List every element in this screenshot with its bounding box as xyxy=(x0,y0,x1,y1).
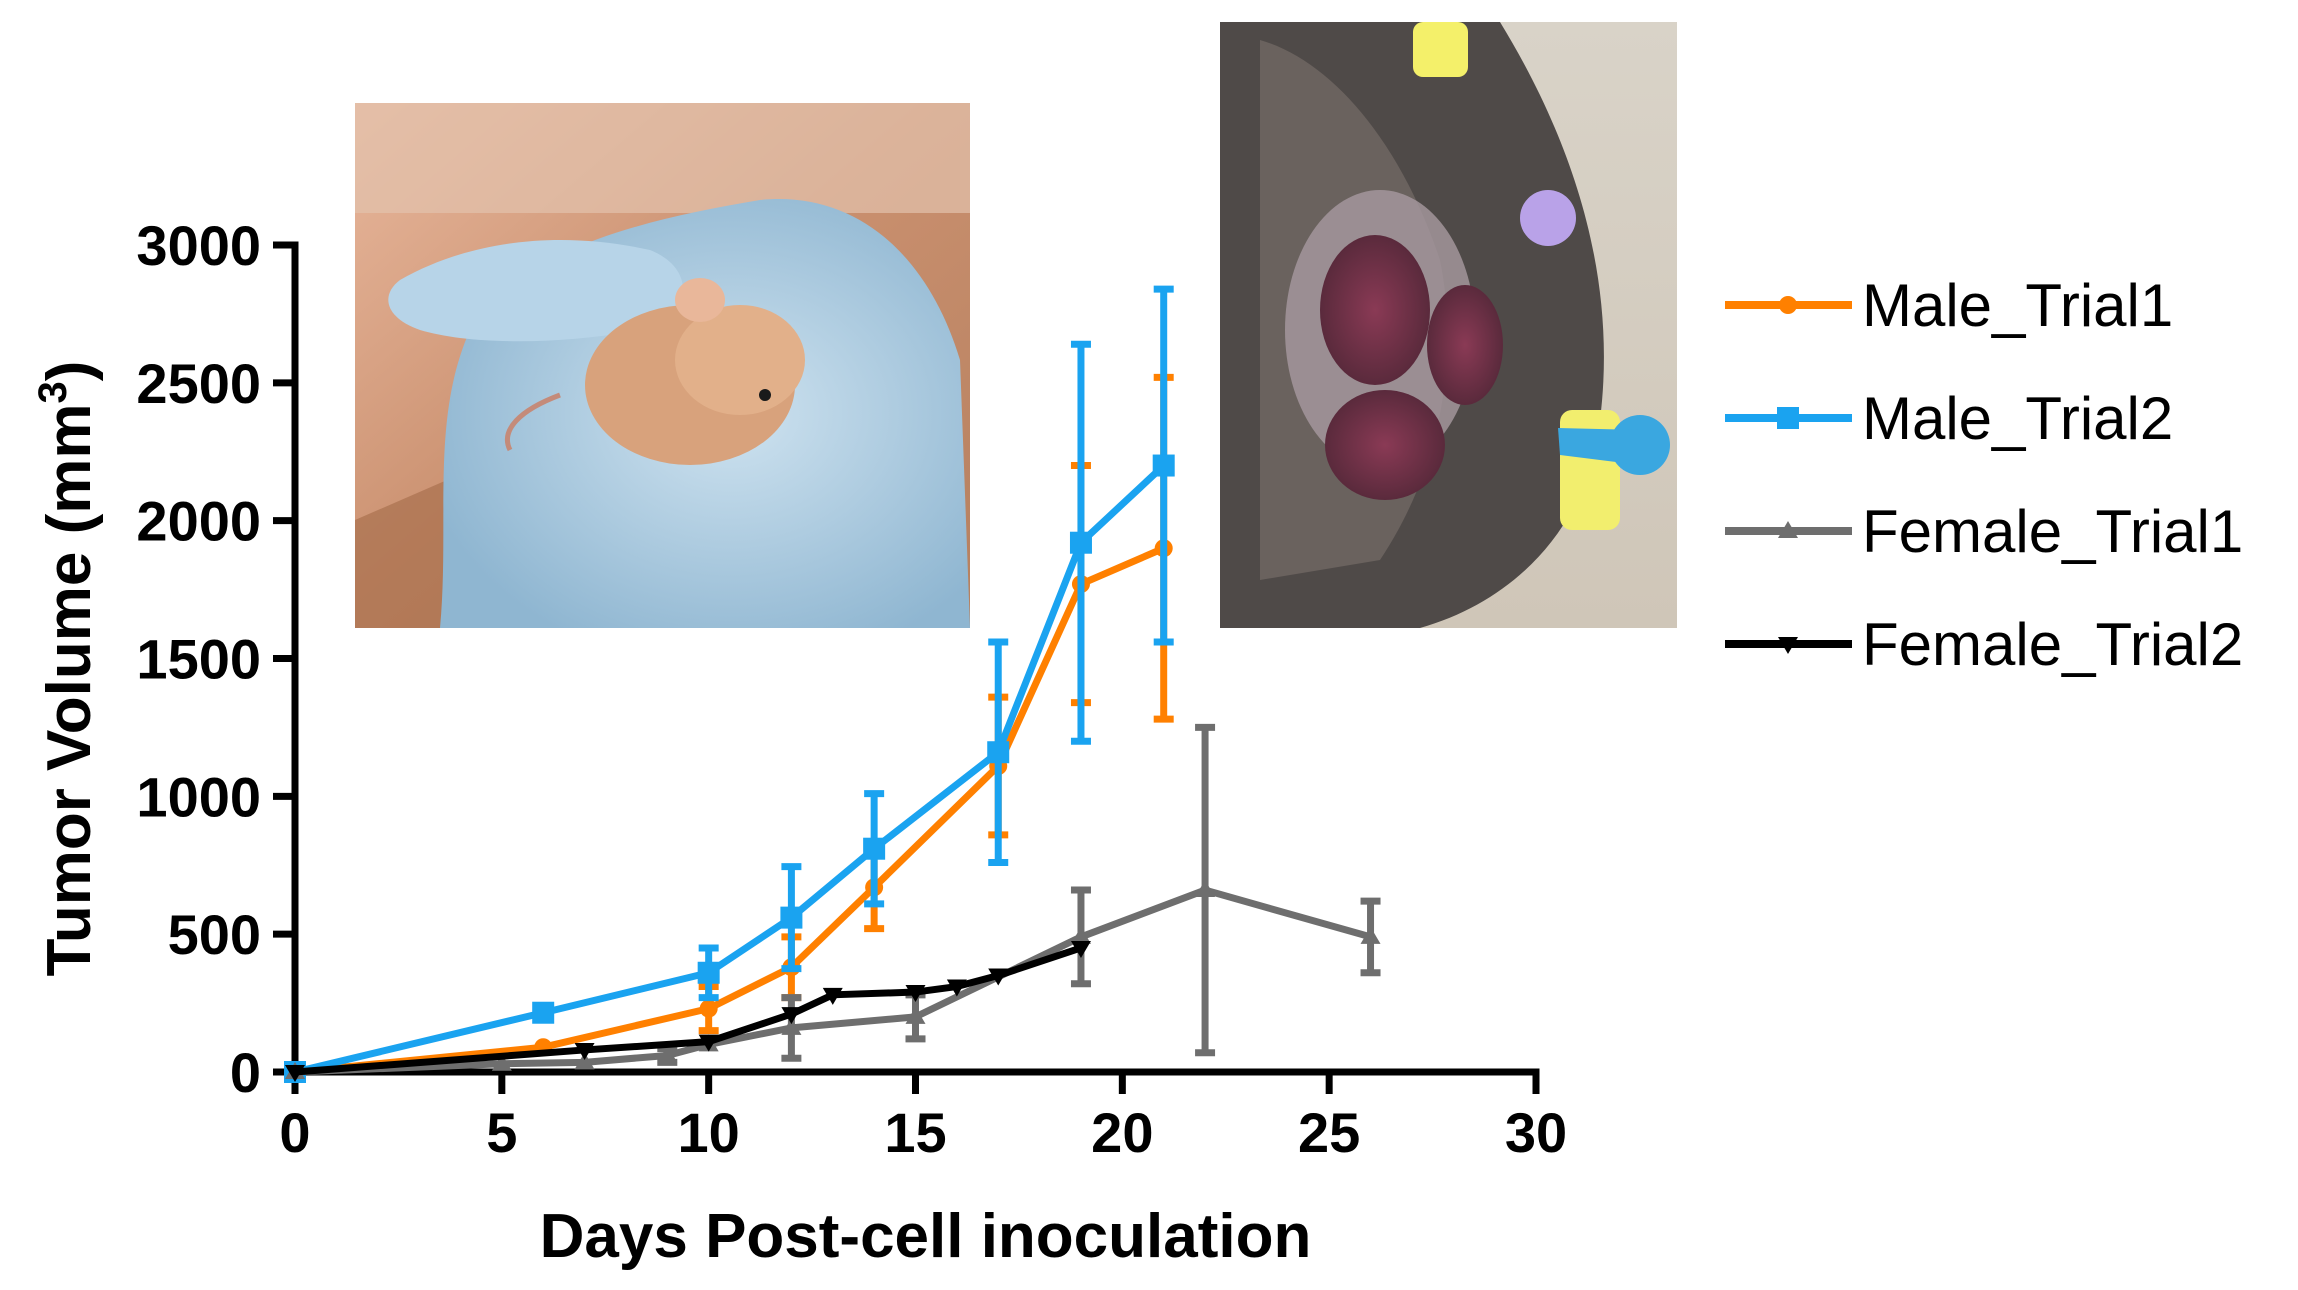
x-tick-label: 5 xyxy=(486,1101,517,1164)
data-point xyxy=(781,1007,802,1025)
legend-item: Male_Trial2 xyxy=(1725,385,2173,452)
data-point xyxy=(905,1006,926,1024)
legend-item: Female_Trial2 xyxy=(1725,611,2243,678)
data-point xyxy=(491,1053,512,1071)
data-point xyxy=(699,999,718,1018)
series-Female_Trial1 xyxy=(285,723,1381,1079)
data-point xyxy=(1070,926,1091,944)
x-tick-label: 10 xyxy=(678,1101,740,1164)
legend-swatch-marker xyxy=(1778,521,1798,538)
data-point xyxy=(905,985,926,1003)
legend-label: Female_Trial1 xyxy=(1862,498,2243,565)
series-line xyxy=(294,886,1372,1076)
series-line xyxy=(294,545,1166,1076)
y-tick-label: 3000 xyxy=(136,214,261,277)
data-point xyxy=(822,987,843,1005)
data-point xyxy=(863,837,886,860)
legend: Male_Trial1 Male_Trial2 Female_Trial1 Femal… xyxy=(1725,272,2243,678)
legend-label: Female_Trial2 xyxy=(1862,611,2243,678)
data-point xyxy=(1360,926,1381,944)
data-point xyxy=(987,741,1010,764)
y-tick-label: 2500 xyxy=(136,352,261,415)
data-point xyxy=(1069,531,1092,554)
photo-hand-holding-mouse xyxy=(355,103,970,628)
data-point xyxy=(1195,880,1216,898)
x-tick-label: 15 xyxy=(884,1101,946,1164)
x-tick-label: 25 xyxy=(1298,1101,1360,1164)
legend-label: Male_Trial1 xyxy=(1862,272,2173,339)
legend-item: Male_Trial1 xyxy=(1725,272,2173,339)
y-tick-label: 1500 xyxy=(136,628,261,691)
data-point xyxy=(1070,940,1091,958)
legend-item: Female_Trial1 xyxy=(1725,498,2243,565)
y-tick-label: 2000 xyxy=(136,490,261,553)
y-tick-label: 0 xyxy=(230,1041,261,1104)
data-point xyxy=(698,1034,719,1052)
x-axis-title: Days Post-cell inoculation xyxy=(540,1202,1312,1271)
photo-dissected-mouse xyxy=(1220,22,1677,628)
y-axis-title: Tumor Volume (mm3) xyxy=(31,361,104,977)
data-point xyxy=(697,961,720,984)
legend-label: Male_Trial2 xyxy=(1862,385,2173,452)
x-tick-label: 30 xyxy=(1505,1101,1567,1164)
data-point xyxy=(532,1001,555,1024)
data-point xyxy=(574,1042,595,1060)
data-point xyxy=(988,968,1009,986)
series-line xyxy=(294,462,1167,1076)
data-point xyxy=(657,1045,678,1063)
x-tick-label: 20 xyxy=(1091,1101,1153,1164)
data-point xyxy=(285,1065,305,1082)
data-point xyxy=(781,1017,802,1035)
legend-swatch-marker xyxy=(1777,407,1799,429)
legend-swatch-marker xyxy=(1779,296,1797,314)
series-Female_Trial2 xyxy=(285,940,1091,1082)
legend-swatch-marker xyxy=(1778,637,1798,654)
plot-area: 0 5 10 15 20 25 30 0 500 1000 1500 2000 2500 3000 Days… xyxy=(31,214,1567,1271)
y-tick-label: 1000 xyxy=(136,765,261,828)
data-point xyxy=(1152,454,1175,477)
data-point xyxy=(946,979,967,997)
y-tick-label: 500 xyxy=(168,903,261,966)
x-tick-label: 0 xyxy=(279,1101,310,1164)
data-point xyxy=(780,906,803,929)
data-point xyxy=(574,1052,595,1070)
series-Male_Trial2 xyxy=(284,285,1175,1083)
